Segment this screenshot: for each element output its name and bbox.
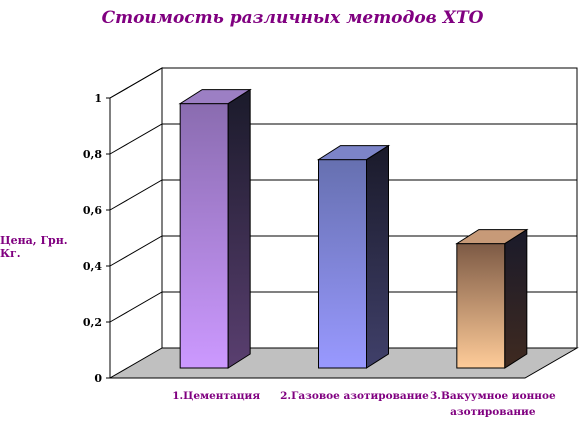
left-wall bbox=[109, 67, 163, 378]
bar-top bbox=[316, 145, 391, 161]
bar-3 bbox=[455, 228, 529, 369]
y-axis-label: Цена, Грн. Кг. bbox=[0, 234, 68, 260]
y-tick-label: 0 bbox=[94, 372, 102, 385]
gridline bbox=[109, 235, 577, 267]
category-label: 1.Цементация bbox=[172, 390, 260, 402]
y-tick-label: 0,8 bbox=[83, 148, 102, 161]
category-label: 3.Вакуумное ионное азотирование bbox=[430, 390, 556, 418]
bar-side bbox=[504, 228, 528, 369]
bar-2 bbox=[316, 144, 391, 369]
gridline bbox=[109, 291, 577, 323]
bar-top bbox=[455, 229, 529, 245]
category-label: 2.Газовое азотирование bbox=[280, 390, 429, 402]
bar-front bbox=[179, 103, 229, 369]
gridline bbox=[109, 67, 577, 99]
gridline bbox=[109, 179, 577, 211]
category-labels: 1.Цементация 2.Газовое азотирование 3.Ваку… bbox=[172, 390, 556, 418]
chart-title: Стоимость различных методов ХТО bbox=[101, 8, 484, 28]
y-tick-label: 0,6 bbox=[83, 204, 102, 217]
y-tick-label: 0,4 bbox=[83, 260, 102, 273]
y-tick-label: 0,2 bbox=[83, 316, 102, 329]
gridlines bbox=[109, 67, 577, 323]
bars bbox=[178, 88, 529, 369]
bar-side bbox=[366, 144, 389, 369]
bar-front bbox=[318, 159, 367, 369]
bar-side bbox=[227, 88, 251, 369]
y-tick-label: 1 bbox=[94, 92, 102, 105]
bar-front bbox=[456, 243, 506, 369]
bar-top bbox=[178, 89, 252, 105]
y-axis: 0 0,2 0,4 0,6 0,8 1 bbox=[83, 92, 110, 385]
bar-1 bbox=[178, 88, 252, 369]
gridline bbox=[109, 123, 577, 155]
